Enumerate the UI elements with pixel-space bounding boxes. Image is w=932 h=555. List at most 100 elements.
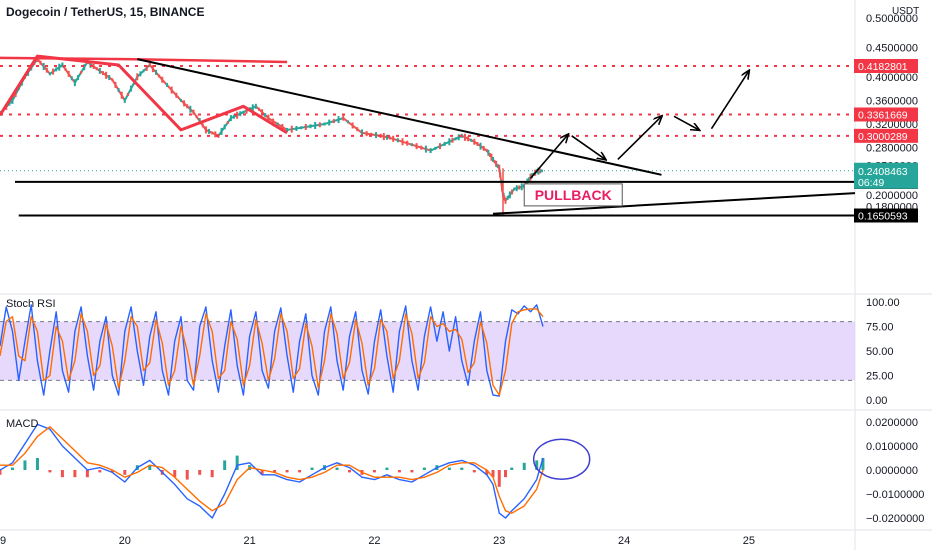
price-candle (444, 142, 446, 146)
price-candle (130, 86, 132, 92)
price-candle (180, 99, 182, 102)
level-tag-label: 0.4182801 (858, 61, 908, 73)
macd-histogram-bar (123, 470, 126, 475)
price-candle (40, 61, 42, 65)
price-candle (416, 143, 418, 149)
price-candle (77, 75, 79, 80)
price-candle (411, 143, 413, 146)
price-candle (55, 67, 57, 71)
macd-histogram-bar (348, 470, 351, 472)
price-candle (328, 120, 330, 126)
macd-histogram-bar (498, 470, 501, 487)
price-candle (221, 128, 223, 135)
price-candle (149, 63, 151, 67)
price-axis-tick: 0.2000000 (866, 190, 918, 202)
price-candle (480, 143, 482, 150)
price-candle (333, 119, 335, 123)
price-candle (509, 191, 511, 198)
price-candle (239, 111, 241, 116)
price-candle (406, 141, 408, 146)
level-tag-label: 0.3361669 (858, 109, 908, 121)
macd-histogram-bar (86, 470, 89, 477)
macd-histogram-bar (410, 470, 413, 472)
macd-histogram-bar (510, 468, 513, 470)
projection-arrow (530, 135, 567, 179)
symbol-title[interactable]: Dogecoin / TetherUS, 15, BINANCE (6, 5, 204, 19)
macd-axis-tick: −0.0200000 (866, 513, 924, 525)
macd-histogram-bar (198, 470, 201, 475)
price-candle (507, 196, 509, 200)
price-candle (264, 113, 266, 117)
price-candle (464, 134, 466, 141)
price-candle (105, 72, 107, 79)
price-candle (258, 108, 260, 111)
macd-histogram-bar (373, 470, 376, 472)
stoch-rsi-band (0, 322, 855, 381)
price-candle (211, 131, 213, 134)
price-candle (392, 136, 394, 142)
price-candle (65, 68, 67, 71)
macd-axis-tick: 0.0100000 (866, 441, 918, 453)
projection-arrow (674, 116, 699, 130)
price-candle (171, 87, 173, 94)
macd-histogram-bar (48, 470, 51, 472)
time-axis-tick: 22 (368, 535, 380, 547)
price-candle (136, 73, 138, 80)
macd-histogram-bar (473, 470, 476, 472)
macd-histogram-bar (223, 460, 226, 470)
macd-histogram-bar (61, 470, 64, 477)
price-candle (58, 64, 60, 71)
macd-histogram-bar (98, 470, 101, 472)
macd-histogram-bar (298, 470, 301, 472)
macd-histogram-bar (36, 458, 39, 470)
macd-histogram-bar (186, 470, 189, 480)
macd-histogram-bar (336, 468, 339, 470)
price-axis-tick: 0.4500000 (866, 42, 918, 54)
macd-axis-tick: 0.0000000 (866, 465, 918, 477)
price-candle (242, 111, 244, 114)
level-tag-label: 0.1650593 (858, 211, 908, 223)
stoch-rsi-axis-tick: 75.00 (866, 322, 894, 334)
price-candle (505, 198, 507, 204)
price-axis-tick: 0.3600000 (866, 95, 918, 107)
price-candle (420, 146, 422, 150)
price-candle (205, 126, 207, 133)
price-candle (338, 116, 340, 123)
price-candle (158, 75, 160, 78)
price-candle (476, 142, 478, 146)
price-candle (80, 71, 82, 74)
price-candle (111, 78, 113, 81)
macd-histogram-bar (311, 468, 314, 470)
price-candle (114, 82, 116, 88)
projection-arrow (711, 71, 748, 129)
price-candle (511, 189, 513, 194)
price-candle (224, 124, 226, 129)
stoch-rsi-label[interactable]: Stoch RSI (6, 298, 56, 310)
time-axis-tick: 20 (119, 535, 131, 547)
price-candle (342, 116, 344, 121)
price-candle (319, 122, 321, 127)
price-candle (196, 115, 198, 118)
price-candle (498, 165, 500, 172)
price-candle (121, 92, 123, 99)
price-candle (389, 137, 391, 140)
time-axis-tick: 21 (244, 535, 256, 547)
macd-axis-tick: −0.0100000 (866, 489, 924, 501)
stoch-rsi-axis-tick: 50.00 (866, 346, 894, 358)
level-tag-label: 0.3000289 (858, 131, 908, 143)
macd-histogram-bar (11, 468, 14, 470)
macd-axis-tick: 0.0200000 (866, 417, 918, 429)
price-candle (96, 67, 98, 70)
currency-label: USDT (892, 6, 919, 17)
macd-histogram-bar (385, 468, 388, 470)
price-candle (499, 172, 501, 177)
macd-histogram-bar (286, 470, 289, 472)
price-candle (68, 71, 70, 77)
price-candle (397, 138, 399, 142)
price-candle (402, 138, 404, 145)
price-candle (192, 110, 194, 115)
time-axis-tick: 19 (0, 535, 6, 547)
macd-label[interactable]: MACD (6, 418, 38, 430)
price-candle (455, 137, 457, 140)
price-candle (166, 83, 168, 87)
